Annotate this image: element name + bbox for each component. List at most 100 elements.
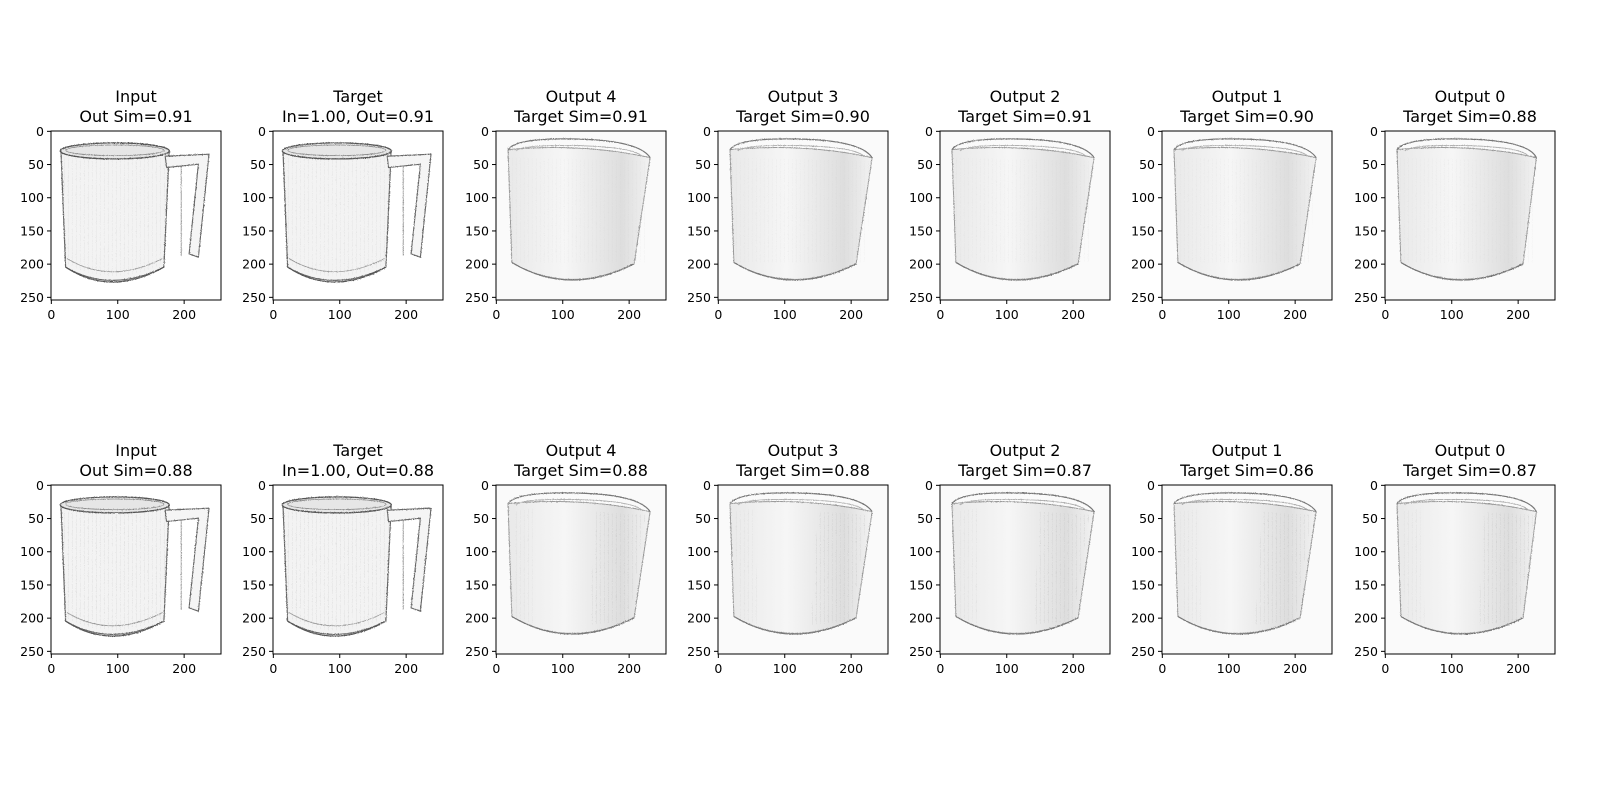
panel-subtitle: Out Sim=0.91 bbox=[79, 107, 192, 126]
y-tick-label: 200 bbox=[465, 257, 489, 272]
x-tick-label: 100 bbox=[773, 661, 797, 676]
y-tick-label: 200 bbox=[1354, 257, 1378, 272]
mug-sketch-image bbox=[59, 496, 210, 637]
y-tick-label: 0 bbox=[36, 478, 44, 493]
panel-subtitle: In=1.00, Out=0.91 bbox=[282, 107, 434, 126]
y-tick-label: 200 bbox=[909, 257, 933, 272]
mug-output-image bbox=[507, 492, 651, 635]
x-tick-label: 200 bbox=[394, 307, 418, 322]
panel-subtitle: Target Sim=0.90 bbox=[1179, 107, 1314, 126]
y-tick-label: 150 bbox=[465, 223, 489, 238]
x-tick-label: 100 bbox=[773, 307, 797, 322]
x-tick-label: 0 bbox=[936, 661, 944, 676]
panel-title: Output 0 bbox=[1435, 87, 1506, 106]
mug-output-image bbox=[951, 138, 1095, 281]
axes-frame bbox=[1384, 484, 1556, 655]
mug-output-image bbox=[1396, 492, 1537, 635]
x-tick-label: 100 bbox=[106, 661, 130, 676]
panel-subtitle: Target Sim=0.88 bbox=[513, 461, 648, 480]
x-tick-label: 200 bbox=[1283, 661, 1307, 676]
y-tick-label: 0 bbox=[1147, 124, 1155, 139]
x-tick-label: 200 bbox=[1506, 307, 1530, 322]
axes-frame bbox=[1161, 130, 1333, 301]
x-tick-label: 100 bbox=[551, 661, 575, 676]
y-tick-label: 150 bbox=[1354, 577, 1378, 592]
axes-frame bbox=[1384, 130, 1556, 301]
mug-output-image bbox=[1173, 138, 1317, 281]
panel-title: Output 3 bbox=[768, 87, 839, 106]
x-tick-label: 0 bbox=[936, 307, 944, 322]
y-tick-label: 150 bbox=[242, 577, 266, 592]
x-tick-label: 100 bbox=[1217, 307, 1241, 322]
y-tick-label: 200 bbox=[1131, 257, 1155, 272]
y-tick-label: 0 bbox=[703, 478, 711, 493]
panel-subtitle: Target Sim=0.91 bbox=[513, 107, 648, 126]
y-tick-label: 150 bbox=[1131, 223, 1155, 238]
y-tick-label: 250 bbox=[20, 290, 44, 305]
mug-output-image bbox=[729, 138, 873, 281]
x-tick-label: 0 bbox=[269, 307, 277, 322]
x-tick-label: 100 bbox=[106, 307, 130, 322]
x-tick-label: 200 bbox=[617, 661, 641, 676]
y-tick-label: 150 bbox=[20, 577, 44, 592]
x-tick-label: 200 bbox=[839, 307, 863, 322]
y-tick-label: 0 bbox=[1370, 124, 1378, 139]
axes-frame bbox=[50, 130, 222, 301]
panel-subtitle: Target Sim=0.87 bbox=[1402, 461, 1537, 480]
mug-sketch-image bbox=[281, 496, 432, 637]
y-tick-label: 100 bbox=[20, 190, 44, 205]
y-tick-label: 100 bbox=[242, 190, 266, 205]
y-tick-label: 200 bbox=[465, 611, 489, 626]
x-tick-label: 0 bbox=[47, 307, 55, 322]
x-tick-label: 200 bbox=[839, 661, 863, 676]
y-tick-label: 50 bbox=[28, 157, 44, 172]
y-tick-label: 100 bbox=[242, 544, 266, 559]
y-tick-label: 50 bbox=[917, 157, 933, 172]
y-tick-label: 200 bbox=[909, 611, 933, 626]
y-tick-label: 200 bbox=[20, 611, 44, 626]
panel-title: Output 3 bbox=[768, 441, 839, 460]
x-tick-label: 100 bbox=[1217, 661, 1241, 676]
y-tick-label: 50 bbox=[695, 157, 711, 172]
panel-title: Output 2 bbox=[990, 441, 1061, 460]
x-tick-label: 0 bbox=[714, 307, 722, 322]
y-tick-label: 100 bbox=[465, 190, 489, 205]
mug-output-image bbox=[729, 492, 873, 635]
panel-title: Output 1 bbox=[1212, 87, 1283, 106]
x-tick-label: 0 bbox=[492, 307, 500, 322]
y-tick-label: 150 bbox=[687, 577, 711, 592]
x-tick-label: 0 bbox=[269, 661, 277, 676]
y-tick-label: 100 bbox=[909, 190, 933, 205]
x-tick-label: 100 bbox=[328, 661, 352, 676]
x-tick-label: 100 bbox=[328, 307, 352, 322]
mug-output-image bbox=[951, 492, 1095, 635]
panel-subtitle: Out Sim=0.88 bbox=[79, 461, 192, 480]
panel-title: Output 4 bbox=[546, 87, 617, 106]
mug-output-image bbox=[1396, 138, 1537, 281]
panel-subtitle: Target Sim=0.88 bbox=[1402, 107, 1537, 126]
y-tick-label: 0 bbox=[258, 478, 266, 493]
y-tick-label: 200 bbox=[242, 611, 266, 626]
panel-subtitle: Target Sim=0.86 bbox=[1179, 461, 1314, 480]
y-tick-label: 250 bbox=[1131, 290, 1155, 305]
panel-title: Output 0 bbox=[1435, 441, 1506, 460]
y-tick-label: 250 bbox=[1354, 290, 1378, 305]
x-tick-label: 200 bbox=[172, 307, 196, 322]
y-tick-label: 150 bbox=[909, 577, 933, 592]
y-tick-label: 0 bbox=[925, 478, 933, 493]
y-tick-label: 150 bbox=[1354, 223, 1378, 238]
y-tick-label: 50 bbox=[917, 511, 933, 526]
x-tick-label: 200 bbox=[1283, 307, 1307, 322]
y-tick-label: 50 bbox=[1362, 157, 1378, 172]
y-tick-label: 250 bbox=[909, 644, 933, 659]
axes-frame bbox=[272, 484, 444, 655]
x-tick-label: 100 bbox=[995, 307, 1019, 322]
x-tick-label: 0 bbox=[1381, 307, 1389, 322]
panel-title: Output 2 bbox=[990, 87, 1061, 106]
y-tick-label: 200 bbox=[242, 257, 266, 272]
